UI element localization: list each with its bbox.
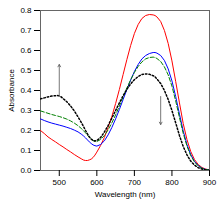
- svg-text:Absorbance: Absorbance: [7, 69, 16, 112]
- svg-text:0.3: 0.3: [20, 106, 32, 115]
- svg-text:600: 600: [90, 178, 104, 187]
- svg-text:0.1: 0.1: [20, 146, 32, 155]
- svg-text:0.4: 0.4: [20, 86, 32, 95]
- svg-text:900: 900: [203, 178, 217, 187]
- svg-text:700: 700: [128, 178, 142, 187]
- svg-text:0.7: 0.7: [20, 26, 32, 35]
- svg-text:0.6: 0.6: [20, 46, 32, 55]
- svg-text:0.2: 0.2: [20, 126, 32, 135]
- svg-text:800: 800: [165, 178, 179, 187]
- svg-text:0.0: 0.0: [20, 166, 32, 175]
- svg-text:500: 500: [53, 178, 67, 187]
- svg-text:0.5: 0.5: [20, 66, 32, 75]
- svg-text:0.8: 0.8: [20, 6, 32, 15]
- svg-text:Wavelength (nm): Wavelength (nm): [95, 190, 156, 199]
